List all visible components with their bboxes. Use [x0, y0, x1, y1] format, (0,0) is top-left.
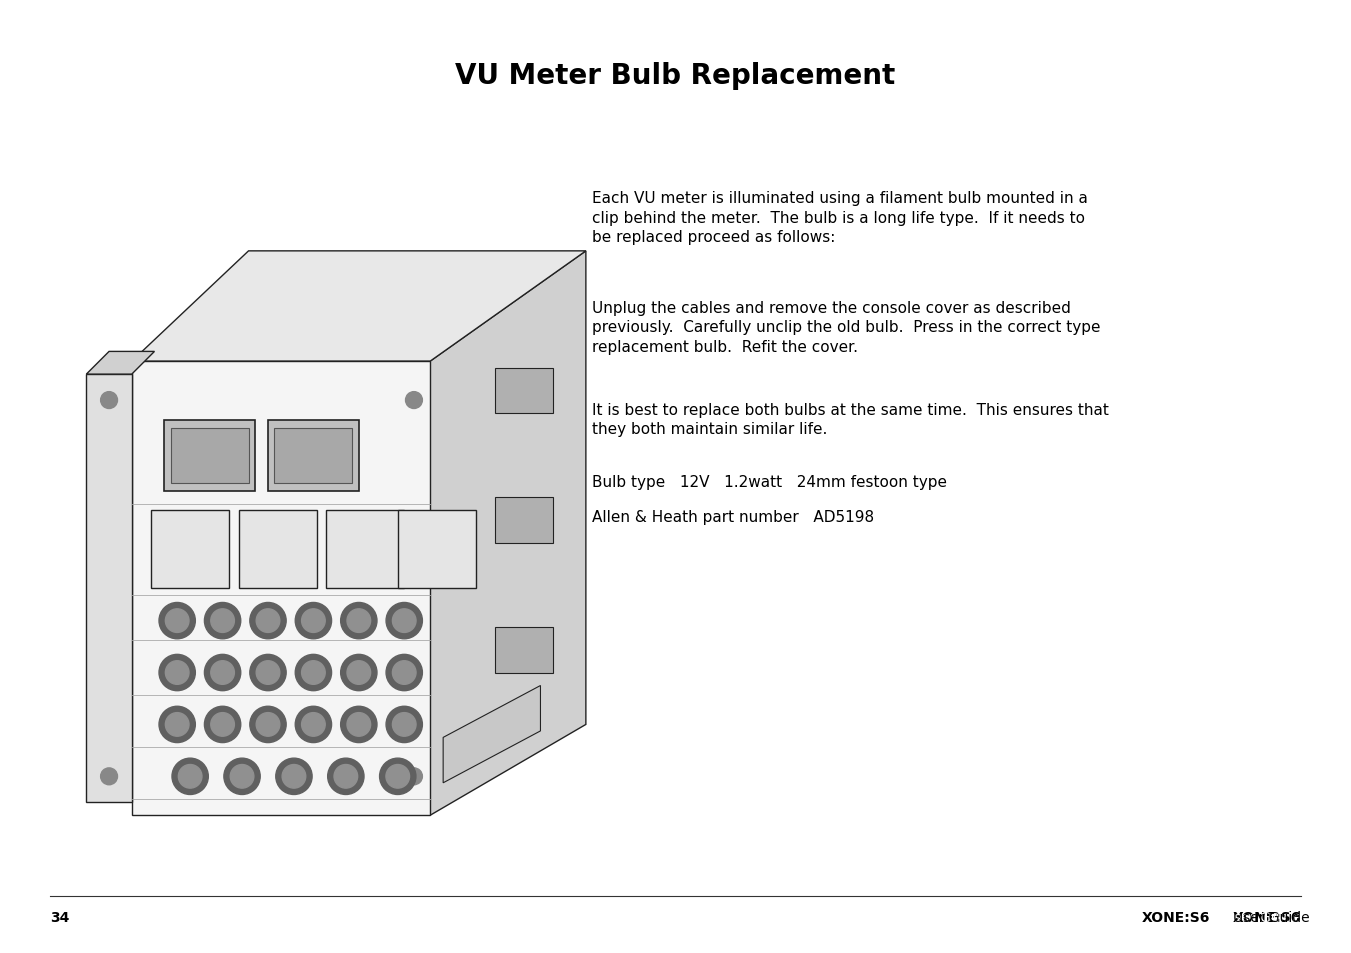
Circle shape — [178, 764, 201, 788]
Circle shape — [340, 706, 377, 742]
Circle shape — [301, 609, 326, 633]
Polygon shape — [86, 375, 132, 802]
Circle shape — [230, 764, 254, 788]
Circle shape — [204, 706, 240, 742]
Circle shape — [296, 655, 331, 691]
Polygon shape — [132, 362, 430, 816]
Circle shape — [296, 706, 331, 742]
Bar — [397, 511, 476, 589]
Text: Each VU meter is illuminated using a filament bulb mounted in a
clip behind the : Each VU meter is illuminated using a fil… — [592, 191, 1088, 245]
Circle shape — [296, 603, 331, 639]
Circle shape — [159, 655, 196, 691]
Bar — [267, 420, 359, 492]
Circle shape — [100, 393, 118, 409]
Circle shape — [392, 661, 416, 684]
Circle shape — [392, 609, 416, 633]
Polygon shape — [430, 252, 586, 816]
Circle shape — [257, 661, 280, 684]
Circle shape — [257, 609, 280, 633]
Circle shape — [340, 603, 377, 639]
Circle shape — [392, 713, 416, 737]
Circle shape — [159, 603, 196, 639]
Circle shape — [347, 661, 370, 684]
Bar — [494, 368, 554, 414]
Circle shape — [250, 603, 286, 639]
Circle shape — [172, 759, 208, 795]
Text: XONE:S6 User Guide: XONE:S6 User Guide — [1159, 910, 1301, 924]
Circle shape — [211, 713, 234, 737]
Bar — [327, 511, 404, 589]
Text: VU METER BULBS: VU METER BULBS — [293, 292, 409, 305]
Circle shape — [347, 713, 370, 737]
Polygon shape — [132, 252, 586, 362]
Bar — [274, 429, 353, 483]
Text: Unplug the cables and remove the console cover as described
previously.  Careful: Unplug the cables and remove the console… — [592, 300, 1100, 355]
Bar — [494, 627, 554, 673]
Circle shape — [282, 764, 305, 788]
Circle shape — [165, 661, 189, 684]
Bar — [151, 511, 230, 589]
Circle shape — [159, 706, 196, 742]
Polygon shape — [443, 686, 540, 783]
Circle shape — [386, 706, 423, 742]
Circle shape — [386, 655, 423, 691]
Circle shape — [211, 661, 234, 684]
Bar — [239, 511, 316, 589]
Text: 34: 34 — [50, 910, 69, 924]
Circle shape — [301, 713, 326, 737]
Circle shape — [250, 706, 286, 742]
Circle shape — [347, 609, 370, 633]
Circle shape — [204, 655, 240, 691]
Bar — [165, 420, 255, 492]
Circle shape — [386, 764, 409, 788]
Circle shape — [204, 603, 240, 639]
Circle shape — [165, 609, 189, 633]
Circle shape — [386, 603, 423, 639]
Circle shape — [250, 655, 286, 691]
Circle shape — [340, 655, 377, 691]
Circle shape — [405, 768, 423, 785]
Circle shape — [405, 393, 423, 409]
Text: VU Meter Bulb Replacement: VU Meter Bulb Replacement — [455, 62, 896, 90]
Circle shape — [100, 768, 118, 785]
Circle shape — [380, 759, 416, 795]
Circle shape — [257, 713, 280, 737]
Bar — [494, 497, 554, 543]
Circle shape — [276, 759, 312, 795]
Circle shape — [224, 759, 261, 795]
Circle shape — [165, 713, 189, 737]
Circle shape — [334, 764, 358, 788]
Circle shape — [211, 609, 234, 633]
Text: It is best to replace both bulbs at the same time.  This ensures that
they both : It is best to replace both bulbs at the … — [592, 402, 1109, 436]
Text: User Guide: User Guide — [1233, 910, 1310, 924]
Text: Bulb type   12V   1.2watt   24mm festoon type: Bulb type 12V 1.2watt 24mm festoon type — [592, 475, 947, 490]
Text: Allen & Heath part number   AD5198: Allen & Heath part number AD5198 — [592, 510, 874, 525]
Circle shape — [301, 661, 326, 684]
Bar — [170, 429, 249, 483]
Text: XONE:S6: XONE:S6 — [1232, 910, 1301, 924]
Polygon shape — [86, 352, 154, 375]
Circle shape — [328, 759, 363, 795]
Text: XONE:S6: XONE:S6 — [1142, 910, 1210, 924]
